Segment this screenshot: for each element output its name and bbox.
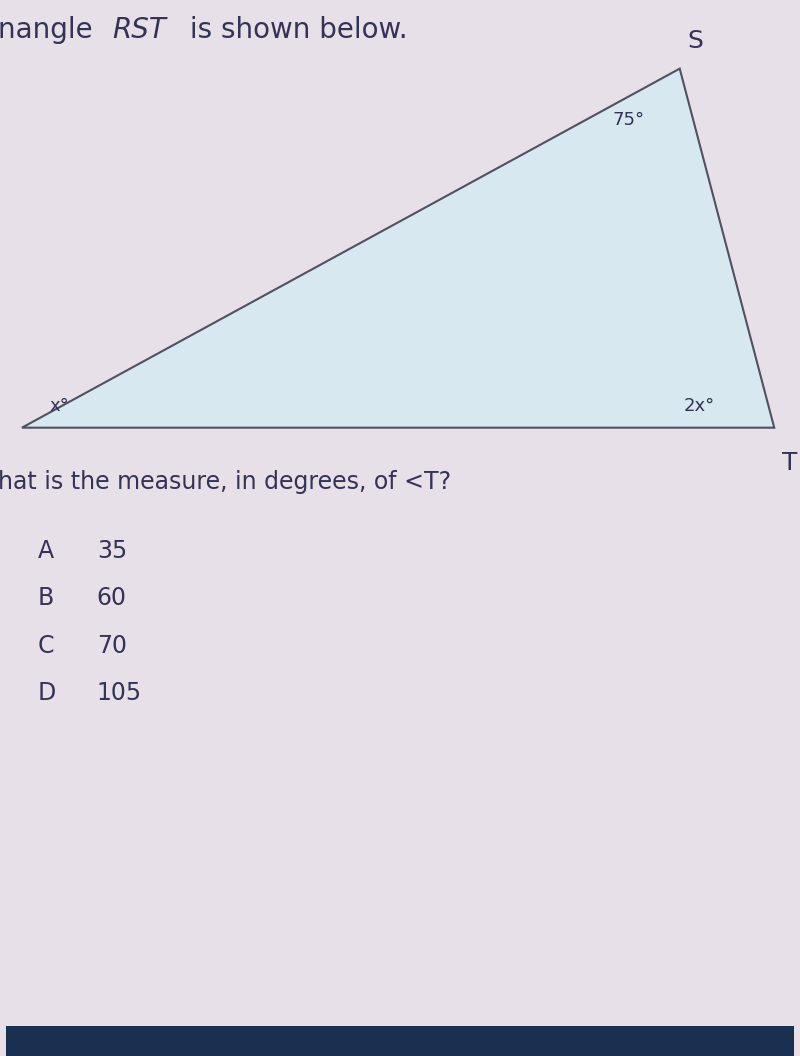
Text: x°: x° [50,397,70,415]
Text: D: D [38,681,56,705]
Text: 60: 60 [97,586,126,610]
Text: is shown below.: is shown below. [181,16,408,44]
Text: T: T [782,451,798,475]
Text: 70: 70 [97,634,126,658]
Text: C: C [38,634,54,658]
Text: S: S [687,29,703,53]
Bar [6,1026,794,1056]
Text: 2x°: 2x° [684,397,715,415]
Text: 75°: 75° [612,111,644,129]
Text: A: A [38,539,54,563]
Text: RST: RST [113,16,166,44]
Text: hat is the measure, in degrees, of <T?: hat is the measure, in degrees, of <T? [0,470,451,494]
Text: 35: 35 [97,539,127,563]
Polygon shape [22,69,774,428]
Text: nangle: nangle [0,16,102,44]
Text: 105: 105 [97,681,142,705]
Text: B: B [38,586,54,610]
